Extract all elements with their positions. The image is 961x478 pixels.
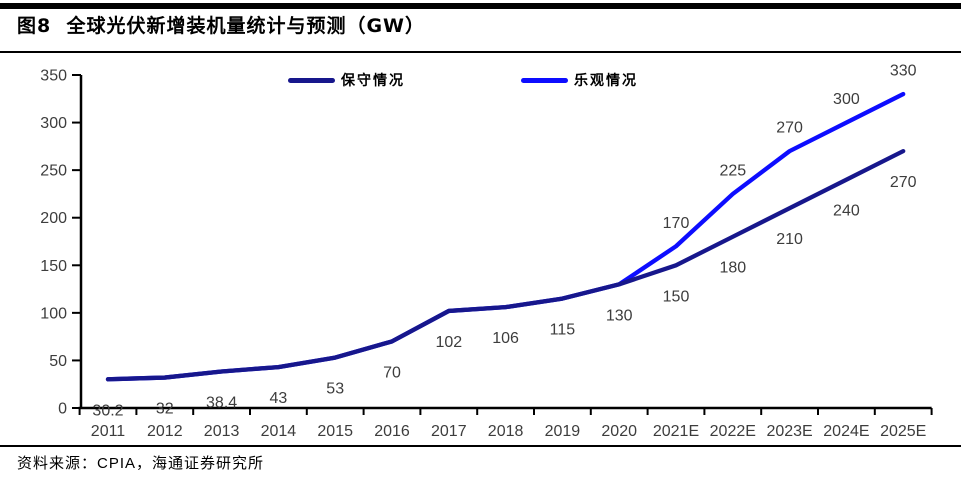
data-label: 150 — [663, 288, 690, 305]
y-tick-label: 50 — [49, 353, 67, 370]
data-label: 300 — [833, 91, 860, 108]
data-label: 270 — [776, 120, 803, 137]
x-tick-label: 2024E — [823, 423, 869, 440]
x-tick-label: 2021E — [653, 423, 699, 440]
data-label: 180 — [719, 260, 746, 277]
y-tick-label: 300 — [40, 115, 67, 132]
x-tick-label: 2025E — [880, 423, 926, 440]
x-tick-label: 2022E — [710, 423, 756, 440]
x-tick-label: 2013 — [204, 423, 240, 440]
data-label: 170 — [663, 215, 690, 232]
x-tick-label: 2019 — [545, 423, 581, 440]
y-tick-label: 350 — [40, 68, 67, 85]
data-label: 102 — [435, 334, 462, 351]
data-label: 32 — [156, 401, 174, 418]
y-tick-label: 100 — [40, 305, 67, 322]
y-tick-label: 250 — [40, 163, 67, 180]
figure-title: 图8 全球光伏新增装机量统计与预测（GW） — [17, 15, 426, 37]
source-note: 资料来源：CPIA，海通证券研究所 — [17, 455, 265, 472]
data-label: 53 — [326, 381, 344, 398]
x-tick-label: 2014 — [261, 423, 297, 440]
conservative-line-swatch — [288, 77, 335, 83]
x-tick-label: 2018 — [488, 423, 524, 440]
x-tick-label: 2016 — [374, 423, 410, 440]
data-label: 270 — [890, 174, 917, 191]
x-tick-label: 2015 — [317, 423, 353, 440]
data-label: 130 — [606, 307, 633, 324]
series-line-conservative — [105, 148, 906, 382]
data-label: 115 — [550, 322, 576, 339]
data-label: 106 — [492, 330, 519, 347]
data-label: 240 — [833, 203, 860, 220]
legend-label-optimistic: 乐观情况 — [574, 72, 638, 88]
bottom-divider — [0, 445, 961, 447]
y-tick-label: 200 — [40, 210, 67, 227]
x-tick-label: 2020 — [601, 423, 637, 440]
x-tick-label: 2023E — [766, 423, 812, 440]
legend-item-conservative: 保守情况 — [288, 71, 405, 89]
optimistic-line-swatch — [521, 77, 568, 83]
data-label: 225 — [719, 162, 746, 179]
title-divider — [0, 51, 961, 53]
data-label: 30.2 — [92, 402, 123, 419]
x-tick-label: 2011 — [91, 423, 126, 440]
x-tick-label: 2012 — [147, 423, 183, 440]
y-tick-label: 0 — [58, 401, 67, 418]
legend-label-conservative: 保守情况 — [341, 72, 405, 88]
data-label: 330 — [890, 63, 917, 80]
legend-item-optimistic: 乐观情况 — [521, 71, 638, 89]
data-label: 210 — [776, 231, 803, 248]
data-label: 38.4 — [206, 394, 237, 411]
axes: 0 50 100 150 200 250 300 350 2011 2012 2013 2014 201… — [40, 68, 933, 440]
data-label: 43 — [270, 390, 288, 407]
data-labels: 30.2 32 38.4 43 53 70 102 106 115 130 150 180 210 240… — [92, 63, 916, 420]
top-rule — [0, 3, 961, 9]
data-label: 70 — [383, 364, 401, 381]
y-tick-label: 150 — [40, 258, 67, 275]
x-tick-label: 2017 — [431, 423, 467, 440]
